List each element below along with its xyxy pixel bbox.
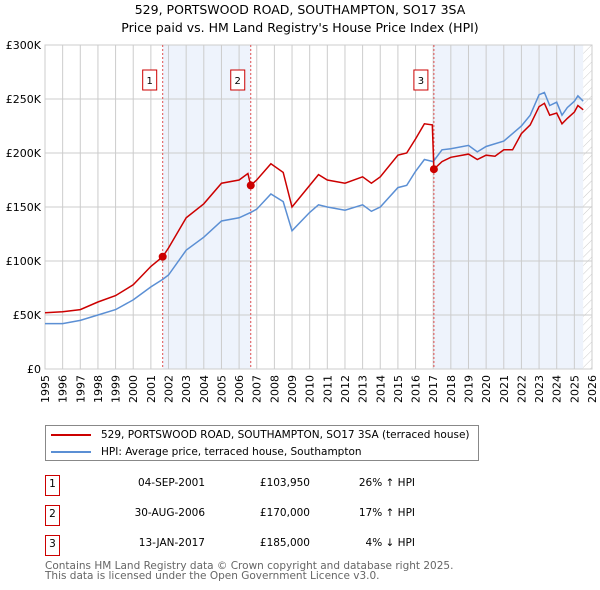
x-tick-label: 2015 [392,375,405,403]
sale-number: 1 [45,475,60,496]
x-tick-label: 2019 [462,375,475,403]
sale-row: 2 30-AUG-2006 £170,000 17% ↑ HPI [45,505,465,526]
price-chart: 1995 1996 1997 1998 1999 2000 2001 2002 2003 2004… [6,39,599,403]
y-tick-label: £0 [27,363,41,376]
x-tick-label: 2010 [304,375,317,403]
x-tick-label: 2009 [286,375,299,403]
x-tick-label: 2016 [410,375,423,403]
sale-number: 3 [45,535,60,556]
y-tick-label: £250K [6,93,42,106]
x-tick-label: 1995 [39,375,52,403]
chart-subtitle: Price paid vs. HM Land Registry's House … [121,20,479,35]
sale-point [246,181,255,190]
sale-label-box [230,69,246,91]
y-tick-label: £300K [6,39,42,52]
sale-date: 13-JAN-2017 [138,537,205,549]
x-tick-label: 1998 [92,375,105,403]
sale-row: 1 04-SEP-2001 £103,950 26% ↑ HPI [45,475,465,496]
y-tick-label: £200K [6,147,42,160]
legend-label-property: 529, PORTSWOOD ROAD, SOUTHAMPTON, SO17 3… [101,429,470,441]
x-tick-label: 2026 [586,375,599,403]
sale-price: £103,950 [259,477,310,489]
x-tick-label: 2007 [251,375,264,403]
x-tick-label: 2020 [480,375,493,403]
footer-copyright: Contains HM Land Registry data © Crown c… [45,560,454,572]
x-tick-label: 2018 [445,375,458,403]
x-tick-label: 2000 [127,375,140,403]
sale-point [158,252,167,261]
series-line [45,91,584,325]
x-tick-label: 1997 [74,375,87,403]
sale-price: £170,000 [259,507,310,519]
y-tick-label: £50K [13,309,42,322]
x-tick-label: 2008 [268,375,281,403]
x-tick-label: 2023 [533,375,546,403]
sale-date: 30-AUG-2006 [134,507,205,519]
series-line [44,102,584,314]
footer: Contains HM Land Registry data © Crown c… [45,560,454,582]
x-tick-label: 2013 [357,375,370,403]
sale-label: 2 [235,76,241,87]
y-tick-label: £100K [6,255,42,268]
x-tick-label: 1999 [110,375,123,403]
sale-hpi-diff: 26% ↑ HPI [358,477,415,489]
chart-title: 529, PORTSWOOD ROAD, SOUTHAMPTON, SO17 3… [134,2,466,17]
sale-price: £185,000 [259,537,310,549]
plot-frame [44,44,593,370]
y-tick-label: £150K [6,201,42,214]
x-tick-label: 2021 [498,375,511,403]
sale-label-box [413,69,429,91]
sale-row: 3 13-JAN-2017 £185,000 4% ↓ HPI [45,535,465,556]
sale-point [429,165,438,174]
sale-date: 04-SEP-2001 [137,477,205,489]
x-tick-label: 2017 [427,375,440,403]
legend: 529, PORTSWOOD ROAD, SOUTHAMPTON, SO17 3… [45,425,479,461]
x-tick-label: 2011 [321,375,334,403]
x-tick-label: 2014 [374,375,387,403]
x-tick-label: 2003 [180,375,193,403]
sale-hpi-diff: 4% ↓ HPI [365,537,415,549]
sale-label: 3 [418,76,424,87]
x-tick-label: 1996 [57,375,70,403]
x-tick-label: 2001 [145,375,158,403]
sale-label: 1 [147,76,153,87]
legend-swatch-hpi [51,451,91,453]
x-tick-label: 2022 [515,375,528,403]
x-tick-label: 2012 [339,375,352,403]
x-tick-label: 2025 [568,375,581,403]
x-tick-label: 2002 [163,375,176,403]
legend-label-hpi: HPI: Average price, terraced house, Sout… [101,446,362,458]
x-tick-label: 2004 [198,375,211,403]
x-tick-label: 2024 [551,375,564,403]
footer-licence: This data is licensed under the Open Gov… [45,570,380,582]
x-tick-label: 2006 [233,375,246,403]
sale-label-box [142,69,158,91]
sale-hpi-diff: 17% ↑ HPI [358,507,415,519]
x-tick-label: 2005 [215,375,228,403]
sale-number: 2 [45,505,60,526]
legend-swatch-property [51,434,91,436]
